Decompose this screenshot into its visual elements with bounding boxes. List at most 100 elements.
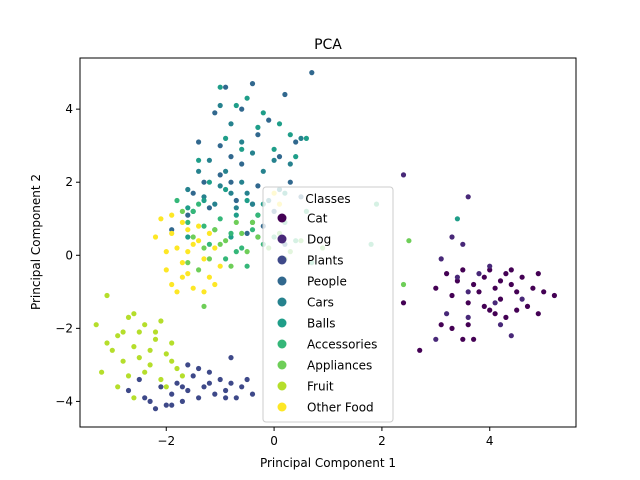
point-fruit <box>104 292 110 299</box>
legend-label-dog: Dog <box>307 233 331 247</box>
point-cars <box>212 201 218 207</box>
point-appliances <box>255 234 261 240</box>
legend-marker-balls <box>277 318 287 328</box>
point-balls <box>206 179 212 185</box>
point-appliances <box>249 219 256 225</box>
point-fruit <box>152 336 159 342</box>
legend-marker-accessories <box>277 339 287 349</box>
x-tick-label: 4 <box>486 434 494 448</box>
point-other-food <box>185 227 191 233</box>
point-cat <box>487 307 493 313</box>
point-cat <box>460 336 466 342</box>
point-cat <box>535 271 541 277</box>
point-other-food <box>201 256 207 262</box>
point-other-food <box>196 238 202 244</box>
point-plants <box>185 387 191 394</box>
point-cat <box>449 292 455 299</box>
point-balls <box>233 212 239 218</box>
legend-label-other-food: Other Food <box>307 401 374 415</box>
point-balls <box>271 146 277 152</box>
y-tick-label: −2 <box>55 321 73 335</box>
point-balls <box>276 121 283 127</box>
legend-marker-cat <box>277 213 287 223</box>
point-people <box>249 81 256 87</box>
point-plants <box>196 365 202 372</box>
point-plants <box>244 376 250 383</box>
x-tick-label: 2 <box>378 434 386 448</box>
point-people <box>228 179 234 185</box>
point-balls <box>228 234 234 240</box>
point-cat <box>449 325 455 331</box>
point-dog <box>433 336 439 342</box>
point-cat <box>465 300 471 306</box>
point-cat <box>471 281 477 288</box>
point-cars <box>217 102 223 109</box>
legend-marker-other-food <box>277 402 287 412</box>
point-fruit <box>131 344 137 350</box>
point-plants <box>190 373 196 379</box>
point-plants <box>136 376 142 383</box>
x-tick-label: 0 <box>270 434 278 448</box>
point-fruit <box>158 376 164 383</box>
point-other-food <box>169 281 175 288</box>
point-cat <box>433 285 439 291</box>
point-cat <box>541 289 547 295</box>
point-fruit <box>179 373 185 379</box>
point-other-food <box>179 260 185 266</box>
point-other-food <box>190 285 196 291</box>
point-appliances <box>233 219 239 225</box>
point-people <box>201 179 207 185</box>
point-plants <box>179 398 185 404</box>
point-people <box>244 230 250 236</box>
point-balls <box>255 124 261 130</box>
point-fruit <box>115 384 121 390</box>
point-people <box>282 91 288 98</box>
scatter-points <box>93 70 558 412</box>
point-other-food <box>152 234 159 240</box>
point-cat <box>481 303 487 309</box>
point-cat <box>503 314 509 320</box>
point-plants <box>152 406 159 412</box>
point-fruit <box>142 322 148 328</box>
y-tick-label: −4 <box>55 394 73 408</box>
point-fruit <box>99 369 105 375</box>
y-tick-label: 4 <box>65 102 73 116</box>
point-fruit <box>131 395 137 401</box>
point-other-food <box>179 219 185 225</box>
x-axis-label: Principal Component 1 <box>260 456 396 470</box>
point-cat <box>492 285 498 291</box>
point-fruit <box>163 351 169 357</box>
point-cars <box>249 201 256 207</box>
point-people <box>185 212 191 218</box>
point-cars <box>228 190 234 196</box>
point-cat <box>497 278 504 284</box>
legend-label-plants: Plants <box>307 254 344 268</box>
point-cars <box>196 168 202 174</box>
legend-label-people: People <box>307 275 347 289</box>
point-other-food <box>169 230 175 236</box>
point-plants <box>185 362 191 368</box>
point-cat <box>530 285 536 291</box>
point-dog <box>465 314 471 320</box>
point-fruit <box>163 384 169 390</box>
legend-title: Classes <box>305 192 350 206</box>
point-accessories <box>228 230 234 236</box>
y-axis-label: Principal Component 2 <box>29 174 43 310</box>
point-people <box>239 161 245 167</box>
point-cat <box>497 296 504 302</box>
point-fruit <box>131 311 137 317</box>
point-fruit <box>136 329 142 335</box>
point-people <box>190 190 196 196</box>
point-other-food <box>217 263 223 269</box>
point-cars <box>228 121 234 127</box>
point-plants <box>125 387 132 394</box>
point-cat <box>444 271 450 277</box>
point-cars <box>244 190 250 196</box>
point-cat <box>438 322 444 328</box>
point-plants <box>163 402 169 408</box>
point-balls <box>303 135 309 141</box>
point-appliances <box>400 281 407 288</box>
point-cat <box>476 289 482 295</box>
point-cat <box>551 292 558 299</box>
